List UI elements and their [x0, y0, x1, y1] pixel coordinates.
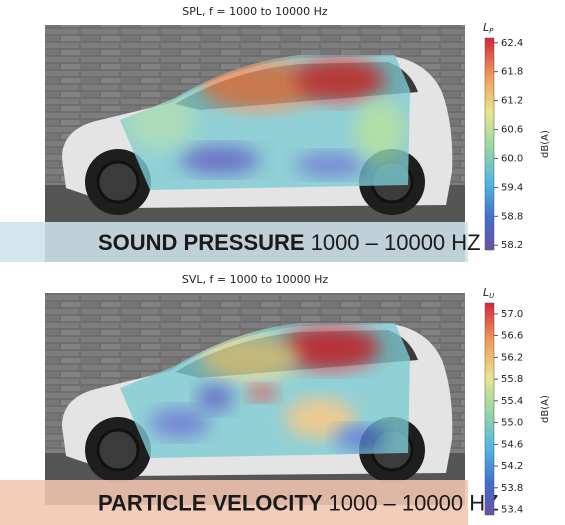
colorbar-symbol: LP — [483, 21, 494, 35]
colorbar-label: dB(A) — [540, 130, 551, 158]
banner-text: PARTICLE VELOCITY 1000 – 10000 HZ — [98, 490, 499, 515]
banner-text: SOUND PRESSURE 1000 – 10000 HZ — [98, 230, 481, 255]
tick-label: 53.4 — [501, 505, 523, 516]
banner-bold: PARTICLE VELOCITY — [98, 490, 323, 515]
panel: SPL, f = 1000 to 10000 Hz SOUND PRESSURE 1… — [0, 5, 551, 262]
symbol-sub: U — [489, 292, 494, 300]
colorbar-symbol: LU — [483, 286, 494, 300]
tick-label: 61.8 — [501, 67, 523, 78]
tick-label: 54.2 — [501, 461, 523, 472]
tick-label: 55.8 — [501, 374, 523, 385]
symbol: L — [483, 286, 489, 299]
heat-overlay — [120, 55, 410, 190]
tick-label: 62.4 — [501, 38, 523, 49]
tick-label: 55.0 — [501, 418, 523, 429]
tick-label: 61.2 — [501, 96, 523, 107]
banner-bg — [0, 222, 468, 262]
banner-rest: 1000 – 10000 HZ — [329, 490, 499, 515]
colorbar — [484, 302, 495, 516]
symbol-sub: P — [489, 27, 494, 35]
colorbar — [484, 37, 495, 251]
banner-bg — [0, 480, 468, 525]
tick-label: 56.2 — [501, 352, 523, 363]
colorbar-label: dB(A) — [540, 395, 551, 423]
tick-label: 56.6 — [501, 331, 523, 342]
tick-label: 53.8 — [501, 483, 523, 494]
banner-bold: SOUND PRESSURE — [98, 230, 305, 255]
panel-title: SVL, f = 1000 to 10000 Hz — [182, 273, 329, 286]
banner-rest: 1000 – 10000 HZ — [311, 230, 481, 255]
tick-label: 57.0 — [501, 309, 523, 320]
tick-label: 54.6 — [501, 439, 523, 450]
tick-label: 58.2 — [501, 240, 523, 251]
panel: SVL, f = 1000 to 10000 Hz PARTICLE VELOCI… — [0, 273, 551, 525]
panel-title: SPL, f = 1000 to 10000 Hz — [182, 5, 328, 18]
tick-label: 58.8 — [501, 211, 523, 222]
symbol: L — [483, 21, 489, 34]
tick-label: 60.6 — [501, 125, 523, 136]
tick-label: 59.4 — [501, 182, 523, 193]
tick-label: 55.4 — [501, 396, 523, 407]
tick-label: 60.0 — [501, 153, 523, 164]
